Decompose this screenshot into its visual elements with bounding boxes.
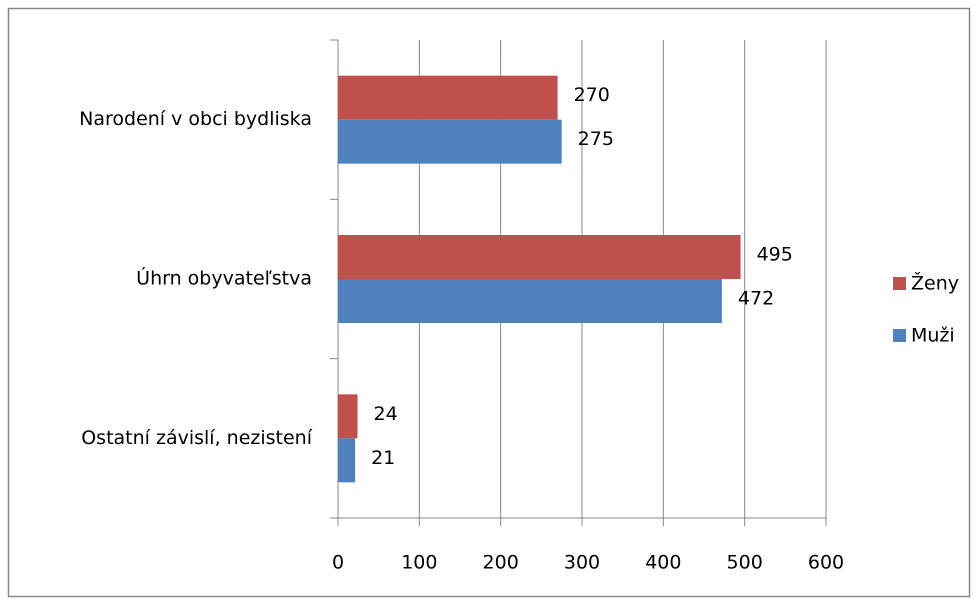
x-tick-label: 500 [727,552,763,574]
data-label: 24 [374,403,398,425]
x-tick-label: 400 [645,552,681,574]
x-tick-label: 0 [332,552,344,574]
x-tick-label: 200 [483,552,519,574]
bar [338,119,562,164]
data-label: 472 [738,288,774,310]
x-tick-label: 300 [564,552,600,574]
legend-swatch [893,277,906,290]
bar [338,438,356,483]
bar [338,235,741,279]
data-label: 275 [578,128,614,150]
data-label: 21 [371,447,395,469]
x-tick-label: 100 [401,552,437,574]
legend-label: Ženy [911,272,959,295]
y-tick-label: Ostatní závislí, nezistení [81,427,312,449]
legend-swatch [893,329,906,342]
bar [338,279,722,323]
y-tick-label: Úhrn obyvateľstva [136,266,312,290]
x-tick-label: 600 [808,552,844,574]
bar [338,394,358,439]
y-tick-label: Narodení v obci bydliska [79,108,312,130]
legend-label: Muži [911,325,955,347]
data-label: 495 [757,244,793,266]
bar [338,75,558,120]
data-label: 270 [574,84,610,106]
